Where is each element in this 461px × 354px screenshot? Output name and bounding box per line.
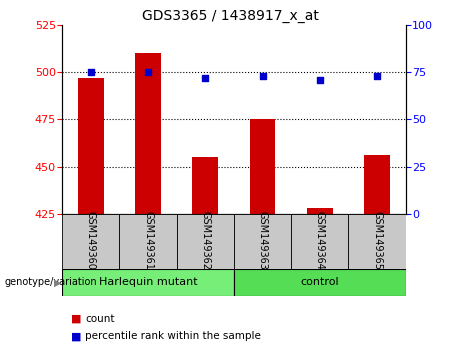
Text: GSM149360: GSM149360 xyxy=(86,211,96,270)
Text: ▶: ▶ xyxy=(54,277,62,287)
Text: GSM149363: GSM149363 xyxy=(258,211,267,270)
Bar xyxy=(250,119,276,214)
Bar xyxy=(119,214,177,269)
Bar xyxy=(307,209,333,214)
Text: GSM149364: GSM149364 xyxy=(315,211,325,270)
Point xyxy=(259,73,266,79)
Bar xyxy=(62,269,234,296)
Text: Harlequin mutant: Harlequin mutant xyxy=(99,277,197,287)
Point xyxy=(201,75,209,81)
Bar xyxy=(234,214,291,269)
Point xyxy=(373,73,381,79)
Text: GSM149361: GSM149361 xyxy=(143,211,153,270)
Bar xyxy=(349,214,406,269)
Bar xyxy=(62,214,119,269)
Text: genotype/variation: genotype/variation xyxy=(5,277,97,287)
Point xyxy=(87,69,95,75)
Text: count: count xyxy=(85,314,115,324)
Bar xyxy=(192,157,218,214)
Bar xyxy=(177,214,234,269)
Bar xyxy=(364,155,390,214)
Point xyxy=(144,69,152,75)
Text: GSM149365: GSM149365 xyxy=(372,211,382,270)
Text: percentile rank within the sample: percentile rank within the sample xyxy=(85,331,261,341)
Bar xyxy=(78,78,104,214)
Point xyxy=(316,77,324,82)
Text: ■: ■ xyxy=(71,314,82,324)
Bar xyxy=(135,53,161,214)
Bar xyxy=(291,214,349,269)
Text: GSM149362: GSM149362 xyxy=(201,211,210,270)
Text: GDS3365 / 1438917_x_at: GDS3365 / 1438917_x_at xyxy=(142,9,319,23)
Text: control: control xyxy=(301,277,339,287)
Text: ■: ■ xyxy=(71,331,82,341)
Bar xyxy=(234,269,406,296)
